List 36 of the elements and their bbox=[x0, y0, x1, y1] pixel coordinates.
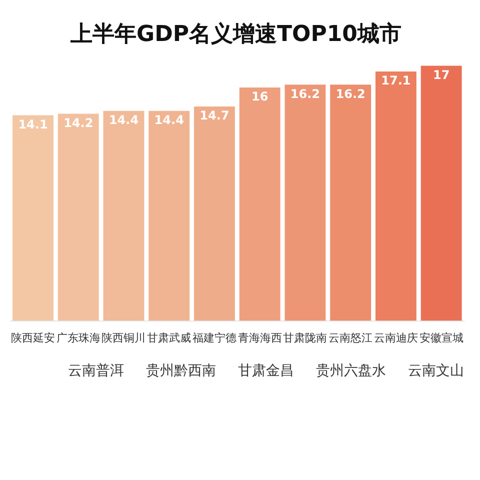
bar bbox=[239, 88, 280, 321]
x-tick-label: 云南迪庆 bbox=[374, 331, 418, 344]
x-tick-label: 青海海西 bbox=[238, 331, 282, 344]
category-label: 甘肃金昌 bbox=[238, 362, 294, 380]
category-label: 贵州六盘水 bbox=[316, 362, 386, 380]
bar bbox=[58, 114, 99, 321]
x-tick-label: 福建宁德 bbox=[192, 331, 236, 344]
bar bbox=[194, 106, 235, 321]
chart-title: 上半年GDP名义增速TOP10城市 bbox=[70, 20, 402, 47]
data-label: 16.2 bbox=[290, 86, 320, 101]
data-label: 17 bbox=[432, 68, 450, 82]
category-label: 贵州黔西南 bbox=[146, 362, 216, 380]
data-label: 14.7 bbox=[200, 108, 230, 123]
x-tick-label: 甘肃陇南 bbox=[283, 331, 328, 344]
data-label: 16 bbox=[251, 90, 268, 104]
data-label: 14.4 bbox=[154, 113, 184, 128]
data-label: 14.2 bbox=[64, 116, 94, 130]
category-label: 云南文山 bbox=[408, 362, 464, 380]
x-tick-label: 安徽宣城 bbox=[419, 331, 464, 344]
bar bbox=[148, 110, 190, 321]
x-tick-label: 甘肃武威 bbox=[147, 331, 192, 344]
data-label: 14.4 bbox=[108, 113, 139, 128]
category-label: 云南普洱 bbox=[68, 362, 124, 380]
bar bbox=[375, 72, 416, 321]
bar bbox=[420, 66, 462, 321]
bar bbox=[330, 84, 372, 321]
data-label: 17.1 bbox=[381, 74, 411, 88]
x-tick-label: 广东珠海 bbox=[56, 331, 100, 344]
data-label: 16.2 bbox=[336, 86, 366, 101]
bar bbox=[284, 84, 326, 321]
x-tick-label: 陕西延安 bbox=[11, 331, 55, 344]
bar bbox=[12, 115, 54, 321]
data-label: 14.1 bbox=[18, 117, 48, 132]
x-tick-label: 云南怒江 bbox=[328, 331, 373, 344]
x-tick-label: 陕西铜川 bbox=[102, 331, 146, 344]
bar bbox=[103, 110, 144, 321]
